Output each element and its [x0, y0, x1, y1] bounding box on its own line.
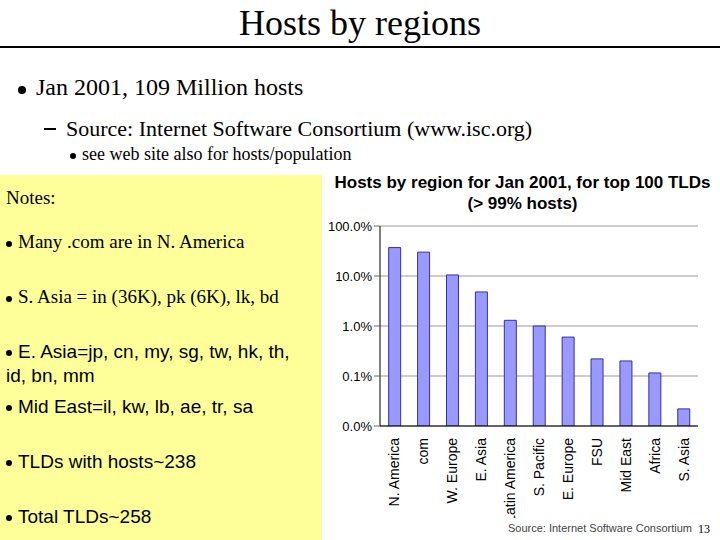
svg-text:E. Asia: E. Asia [473, 438, 489, 482]
svg-text:Mid East: Mid East [618, 438, 634, 493]
html-text:Mid East=il, kw, lb, ae, tr, s: Mid East=il, kw, lb, ae, tr, sa [18, 396, 253, 417]
svg-text:S. Pacific: S. Pacific [531, 438, 547, 496]
html-text:Total TLDs~258: Total TLDs~258 [18, 506, 152, 527]
svg-text:E. Europe: E. Europe [560, 438, 576, 500]
svg-text:1.0%: 1.0% [342, 319, 372, 334]
svg-text:0.0%: 0.0% [342, 419, 372, 434]
svg-text:W. Europe: W. Europe [444, 438, 460, 504]
svg-text:10.0%: 10.0% [335, 269, 372, 284]
html-text:Many .com are in N. America: Many .com are in N. America [18, 231, 245, 252]
svg-text:S. Asia: S. Asia [676, 438, 692, 482]
html-text:Hosts by regions: Hosts by regions [239, 3, 481, 43]
svg-text:100.0%: 100.0% [328, 219, 373, 234]
svg-text:Africa: Africa [647, 438, 663, 474]
html-text:Notes:: Notes: [6, 187, 56, 208]
svg-text:FSU: FSU [589, 438, 605, 466]
html-text:see web site also for hosts/po: see web site also for hosts/population [82, 144, 352, 164]
svg-text:Latin America: Latin America [502, 438, 518, 518]
html-text:TLDs with hosts~238: TLDs with hosts~238 [18, 451, 196, 472]
html-text:Source: Internet Software Cons: Source: Internet Software Consortium [508, 522, 692, 534]
html-text:Hosts by region for Jan 2001,: Hosts by region for Jan 2001, for top 10… [334, 173, 711, 213]
svg-text:0.1%: 0.1% [342, 369, 372, 384]
html-text:S. Asia = in (36K), pk (6K), l: S. Asia = in (36K), pk (6K), lk, bd [18, 286, 279, 307]
html-text:13: 13 [698, 522, 710, 536]
html-text:E. Asia=jp, cn, my, sg, tw, hk: E. Asia=jp, cn, my, sg, tw, hk, th, id, … [6, 341, 290, 386]
svg-text:com: com [415, 438, 431, 464]
html-text:Source: Internet Software Cons: Source: Internet Software Consortium (ww… [66, 116, 533, 141]
svg-text:N. America: N. America [386, 438, 402, 507]
html-text:Jan 2001, 109 Million hosts: Jan 2001, 109 Million hosts [36, 74, 304, 100]
